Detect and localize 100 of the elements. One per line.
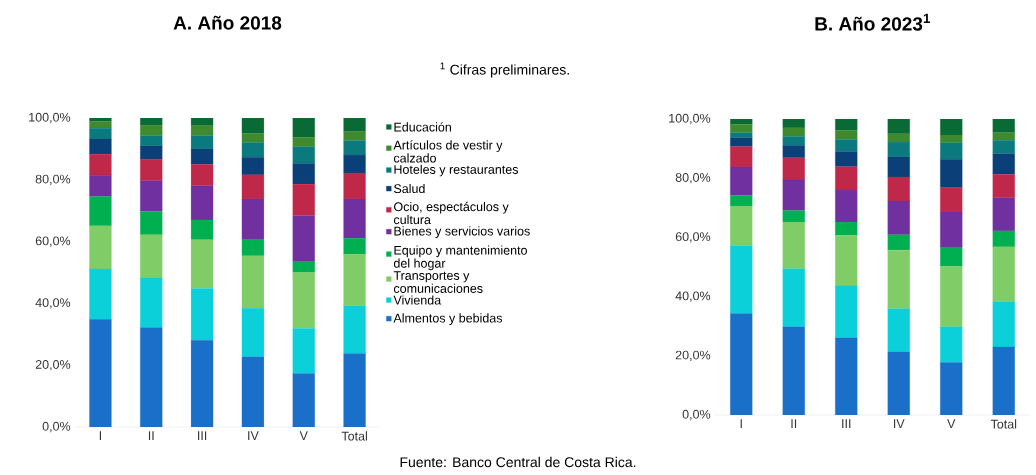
bar xyxy=(190,164,214,186)
chart-title: B. Año 2023$^{1}$ xyxy=(815,13,930,31)
bar xyxy=(343,140,366,156)
bar xyxy=(190,219,214,240)
bar xyxy=(343,172,366,200)
bar xyxy=(730,166,753,196)
x-tick-label: III xyxy=(198,431,207,440)
legend-label: Bienes y servicios varios xyxy=(394,226,530,238)
bar xyxy=(89,128,112,140)
bar xyxy=(241,239,265,256)
y-tick-label: 20,0% xyxy=(675,350,711,361)
bar xyxy=(992,140,1015,154)
bar xyxy=(782,136,805,146)
bar xyxy=(292,184,315,216)
bar xyxy=(190,118,214,126)
bar xyxy=(887,156,910,178)
bar xyxy=(140,158,163,181)
x-tick-label: II xyxy=(148,431,154,440)
y-tick-label: 0,0% xyxy=(42,421,71,433)
bar xyxy=(992,301,1015,348)
source-note: Fuente: Banco Central de Costa Rica. xyxy=(400,456,636,468)
bar xyxy=(730,132,753,138)
bar xyxy=(992,246,1015,302)
bar xyxy=(140,145,163,160)
bar xyxy=(241,174,265,200)
bar xyxy=(940,159,963,188)
bar xyxy=(940,142,963,160)
legend-label: Almentos y bebidas xyxy=(393,313,503,325)
bar xyxy=(887,234,910,251)
x-tick-label: I xyxy=(740,419,742,428)
x-tick-label: III xyxy=(842,419,851,428)
bar xyxy=(343,131,366,141)
bar xyxy=(140,135,163,146)
bar xyxy=(730,195,753,207)
bar xyxy=(782,268,805,327)
bar xyxy=(992,153,1015,175)
bar xyxy=(782,179,805,211)
bar xyxy=(292,328,315,374)
bar xyxy=(835,130,858,140)
bar xyxy=(89,121,112,129)
bar xyxy=(887,176,910,202)
bar xyxy=(89,138,112,155)
bar xyxy=(992,174,1015,198)
x-tick-label: I xyxy=(99,431,101,440)
bar xyxy=(140,277,163,328)
bar xyxy=(730,146,753,168)
bar xyxy=(343,154,366,174)
bar xyxy=(292,163,315,185)
bar xyxy=(89,269,112,320)
x-tick-label: IV xyxy=(894,419,905,428)
bar xyxy=(782,210,805,223)
bar xyxy=(343,254,366,306)
y-tick-label: 80,0% xyxy=(675,173,711,184)
bar xyxy=(343,198,366,239)
bar xyxy=(782,145,805,158)
bar xyxy=(89,154,112,176)
bar xyxy=(140,180,163,212)
x-tick-label: II xyxy=(791,419,797,428)
y-tick-label: 100,0% xyxy=(669,113,711,125)
text: $^{1}$ Cifras preliminares. xyxy=(440,62,569,78)
bar xyxy=(992,230,1015,247)
chart-title: A. Año 2018 xyxy=(173,15,282,30)
y-tick-label: 40,0% xyxy=(35,298,71,309)
y-tick-label: 20,0% xyxy=(35,360,71,371)
bar xyxy=(940,247,963,267)
bar xyxy=(940,134,963,143)
bar xyxy=(782,221,805,269)
bar xyxy=(782,127,805,137)
bar xyxy=(343,118,366,132)
x-tick-label: Total xyxy=(990,419,1017,429)
bar xyxy=(89,196,112,226)
bar xyxy=(190,125,214,136)
bar xyxy=(89,225,112,270)
bar xyxy=(835,235,858,287)
bar xyxy=(292,261,315,273)
bar xyxy=(140,211,163,235)
bar xyxy=(292,215,315,262)
bar xyxy=(292,137,315,147)
y-tick-label: 100,0% xyxy=(29,112,71,124)
bar xyxy=(140,234,163,279)
bar xyxy=(940,326,963,363)
bar xyxy=(343,238,366,255)
legend-label: Salud xyxy=(394,183,425,194)
x-tick-label: IV xyxy=(248,431,259,440)
bar xyxy=(292,146,315,164)
bar xyxy=(241,198,265,240)
legend-label: Vivienda xyxy=(393,295,442,305)
bar xyxy=(292,272,315,329)
bar xyxy=(190,185,214,221)
bar xyxy=(241,133,265,143)
bar xyxy=(835,189,858,223)
bar xyxy=(140,125,163,136)
legend-label: Transportes y comunicaciones xyxy=(393,271,483,293)
legend-label: Artículos de vestir y calzado xyxy=(393,140,503,163)
bar xyxy=(241,255,265,309)
bar xyxy=(343,305,366,354)
x-tick-label: Total xyxy=(341,431,367,441)
bar xyxy=(730,245,753,314)
bar xyxy=(190,148,214,165)
bar xyxy=(940,211,963,248)
